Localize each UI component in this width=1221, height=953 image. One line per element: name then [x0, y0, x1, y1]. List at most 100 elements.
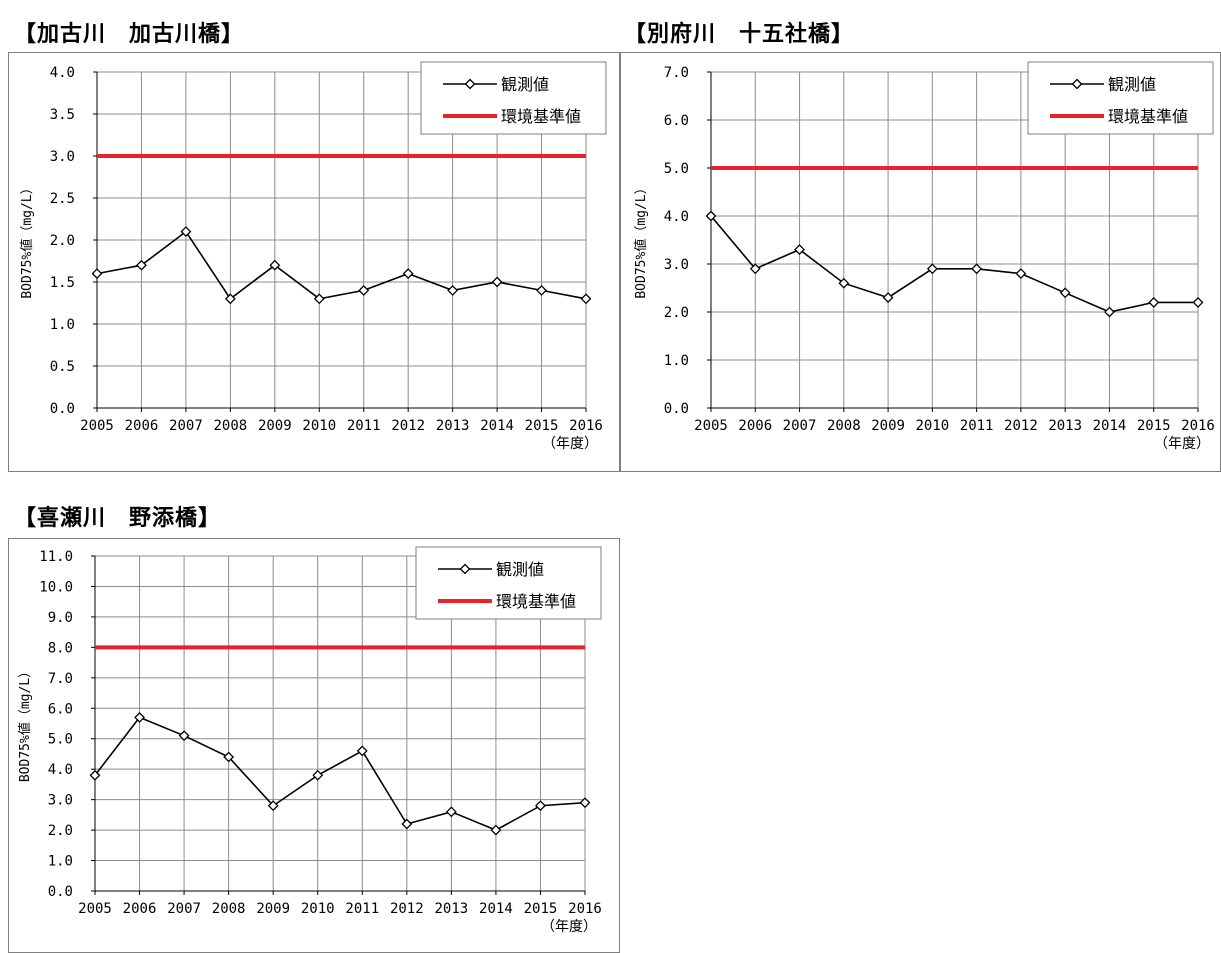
y-tick-label: 1.0: [664, 353, 689, 369]
legend-label-observed: 観測値: [501, 75, 549, 94]
x-tick-label: 2012: [1004, 418, 1038, 434]
data-point-marker: [267, 800, 279, 812]
chart-title-kakogawa: 【加古川 加古川橋】: [14, 22, 245, 47]
x-tick-label: 2014: [1093, 418, 1127, 434]
data-point-marker: [491, 276, 503, 288]
y-tick-label: 4.0: [50, 65, 75, 81]
x-tick-label: 2016: [569, 418, 603, 434]
y-axis-label: BOD75%値（mg/L）: [633, 181, 649, 298]
y-tick-label: 4.0: [664, 209, 689, 225]
data-point-marker: [178, 730, 190, 742]
x-tick-label: 2011: [960, 418, 994, 434]
data-point-marker: [91, 268, 103, 280]
y-tick-label: 1.0: [48, 854, 73, 870]
data-point-marker: [313, 293, 325, 305]
data-point-marker: [89, 769, 101, 781]
data-point-marker: [882, 292, 894, 304]
x-tick-label: 2015: [1137, 418, 1171, 434]
y-tick-label: 0.5: [50, 359, 75, 375]
legend-label-observed: 観測値: [1108, 75, 1156, 94]
x-tick-label: 2008: [212, 901, 246, 917]
y-tick-label: 9.0: [48, 610, 73, 626]
data-point-marker: [749, 263, 761, 275]
x-tick-label: 2015: [525, 418, 559, 434]
chart-title-kisegawa: 【喜瀬川 野添橋】: [14, 506, 222, 531]
legend-observed-marker: [459, 563, 471, 575]
chart-title-beppugawa: 【別府川 十五社橋】: [624, 22, 855, 47]
legend-box: [415, 546, 602, 620]
y-tick-label: 8.0: [48, 640, 73, 656]
y-tick-label: 0.0: [50, 401, 75, 417]
y-tick-label: 4.0: [48, 762, 73, 778]
series-line-observed: [94, 716, 586, 831]
x-tick-label: 2013: [436, 418, 470, 434]
legend-box: [1027, 61, 1214, 135]
y-tick-label: 11.0: [39, 549, 73, 565]
x-tick-label: 2007: [169, 418, 203, 434]
legend-label-reference: 環境基準値: [501, 107, 581, 126]
data-point-marker: [580, 293, 592, 305]
x-tick-label: 2005: [78, 901, 112, 917]
x-tick-label: 2016: [1181, 418, 1215, 434]
data-point-marker: [490, 824, 502, 836]
y-tick-label: 3.0: [48, 793, 73, 809]
series-line-observed: [710, 215, 1198, 313]
legend-label-reference: 環境基準値: [1108, 107, 1188, 126]
data-point-marker: [794, 244, 805, 256]
y-tick-label: 5.0: [664, 161, 689, 177]
y-tick-label: 2.0: [50, 233, 75, 249]
y-tick-label: 1.5: [50, 275, 75, 291]
y-axis-label: BOD75%値（mg/L）: [19, 181, 35, 298]
series-line-observed: [96, 230, 587, 300]
y-tick-label: 5.0: [48, 732, 73, 748]
y-tick-label: 6.0: [664, 113, 689, 129]
legend-observed-marker: [1071, 78, 1083, 90]
data-point-marker: [1015, 268, 1027, 280]
x-tick-label: 2010: [301, 901, 335, 917]
x-tick-label: 2012: [390, 901, 424, 917]
data-point-marker: [445, 806, 457, 818]
data-point-marker: [402, 268, 414, 280]
data-point-marker: [535, 800, 546, 812]
data-point-marker: [838, 277, 850, 289]
x-unit-label: （年度）: [541, 919, 597, 935]
y-tick-label: 7.0: [48, 671, 73, 687]
x-tick-label: 2005: [694, 418, 728, 434]
x-tick-label: 2013: [1048, 418, 1082, 434]
data-point-marker: [579, 797, 591, 809]
x-tick-label: 2008: [827, 418, 861, 434]
y-tick-label: 3.0: [664, 257, 689, 273]
x-tick-label: 2012: [391, 418, 425, 434]
y-axis-label: BOD75%値（mg/L）: [17, 665, 33, 782]
x-tick-label: 2006: [738, 418, 772, 434]
y-tick-label: 0.0: [48, 884, 73, 900]
x-tick-label: 2006: [125, 418, 159, 434]
data-point-marker: [180, 226, 192, 238]
data-point-marker: [223, 751, 235, 763]
data-point-marker: [136, 259, 147, 271]
data-point-marker: [1148, 296, 1160, 308]
y-tick-label: 7.0: [664, 65, 689, 81]
x-tick-label: 2007: [783, 418, 817, 434]
x-tick-label: 2010: [916, 418, 950, 434]
data-point-marker: [1104, 306, 1115, 318]
data-point-marker: [356, 745, 368, 757]
data-point-marker: [926, 263, 938, 275]
x-tick-label: 2011: [345, 901, 379, 917]
legend-label-observed: 観測値: [496, 560, 544, 579]
legend-box: [420, 61, 607, 135]
data-point-marker: [312, 769, 324, 781]
x-tick-label: 2008: [214, 418, 248, 434]
x-tick-label: 2009: [871, 418, 905, 434]
data-point-marker: [269, 259, 281, 271]
data-point-marker: [401, 818, 413, 830]
data-point-marker: [971, 263, 983, 275]
x-tick-label: 2009: [256, 901, 290, 917]
legend-observed-marker: [464, 78, 476, 90]
y-tick-label: 10.0: [39, 579, 73, 595]
x-tick-label: 2014: [479, 901, 513, 917]
x-tick-label: 2010: [302, 418, 336, 434]
x-tick-label: 2016: [568, 901, 602, 917]
y-tick-label: 3.5: [50, 107, 75, 123]
